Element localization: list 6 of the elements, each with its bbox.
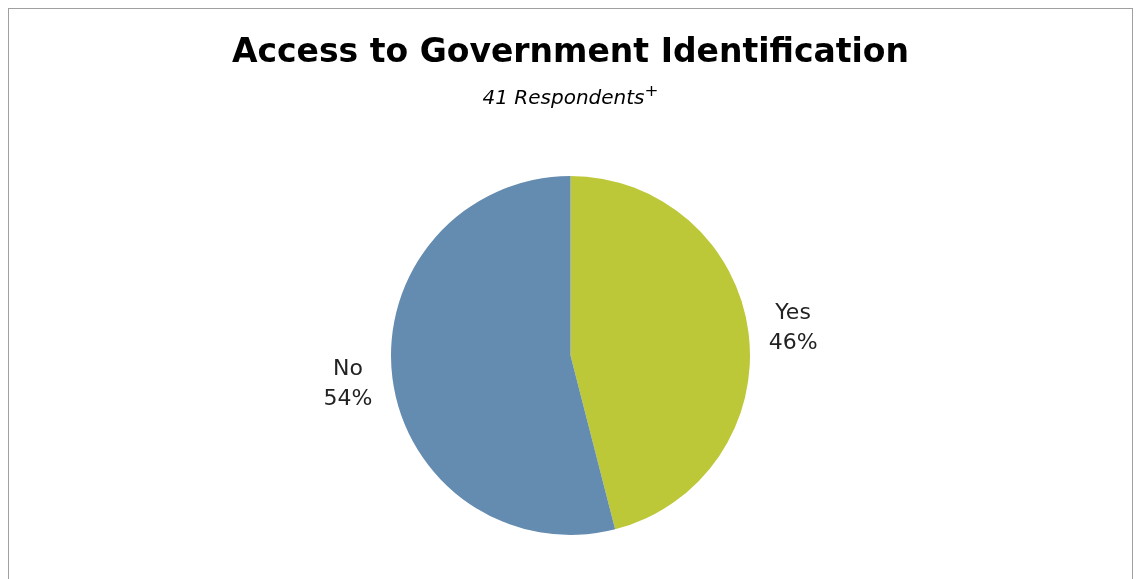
slice-label: Yes — [774, 299, 811, 325]
slice-label: No — [332, 355, 363, 381]
data-label: 54% — [323, 385, 373, 411]
chart-title: Access to Government Identification — [230, 31, 911, 70]
chart-subtitle: 41 Respondents$^{+}$ — [481, 81, 660, 109]
data-label: 46% — [768, 329, 818, 355]
